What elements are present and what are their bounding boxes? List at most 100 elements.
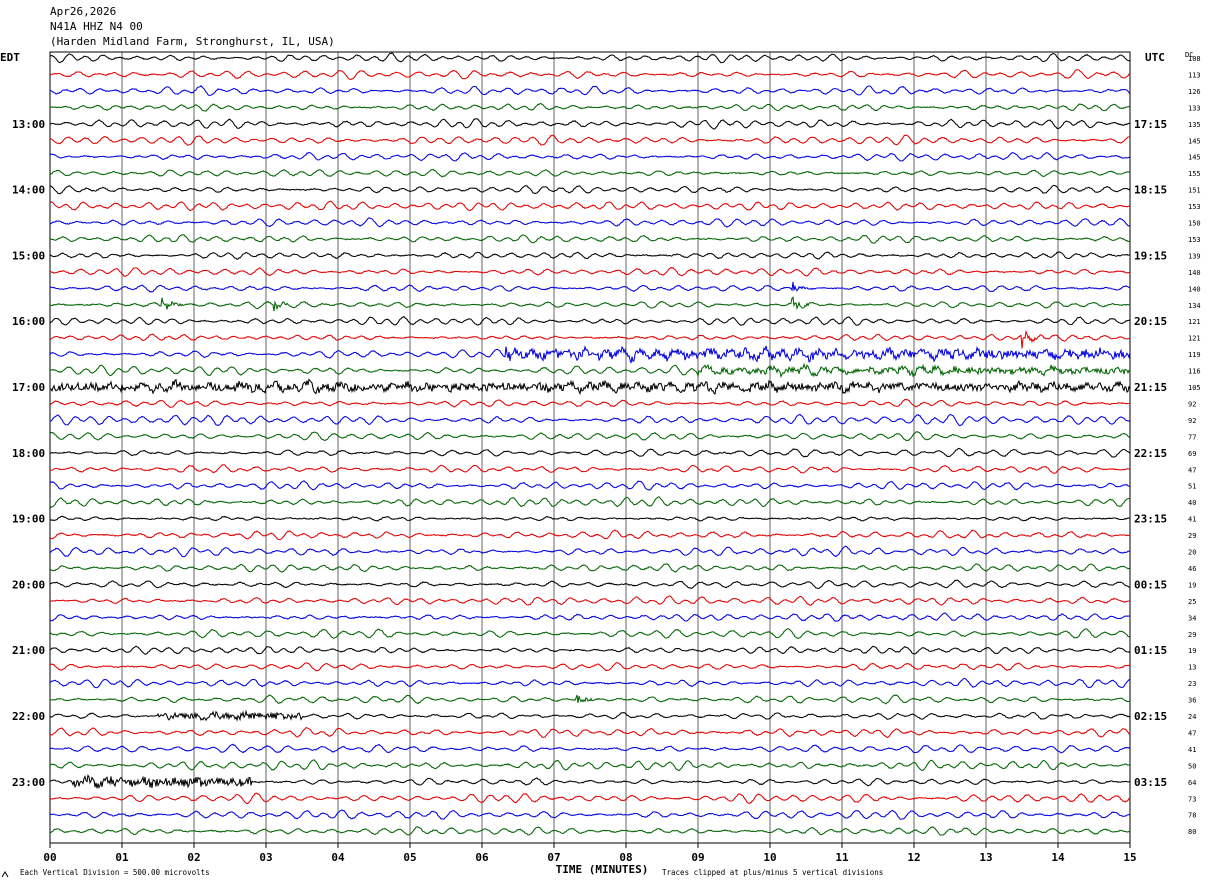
trace-row bbox=[49, 431, 1131, 442]
trace-row bbox=[49, 545, 1131, 558]
trace-row bbox=[49, 645, 1131, 655]
trace-row bbox=[50, 281, 1131, 293]
dc-offset-value: 34 bbox=[1188, 614, 1196, 622]
dc-offset-value: 119 bbox=[1188, 351, 1201, 359]
trace-row bbox=[49, 378, 1131, 396]
scale-note: Each Vertical Division = 500.00 microvol… bbox=[20, 868, 210, 877]
header-station: N41A HHZ N4 00 bbox=[50, 20, 143, 33]
dc-offset-value: 140 bbox=[1188, 285, 1201, 293]
trace-row bbox=[49, 69, 1131, 81]
dc-offset-value: 24 bbox=[1188, 713, 1196, 721]
dc-offset-value: 155 bbox=[1188, 170, 1201, 178]
trace-row bbox=[49, 184, 1131, 195]
trace-row bbox=[49, 345, 1131, 364]
right-hour-label: 20:15 bbox=[1134, 315, 1167, 328]
right-hour-label: 23:15 bbox=[1134, 513, 1167, 526]
dc-offset-value: 105 bbox=[1188, 384, 1201, 392]
dc-offset-value: 116 bbox=[1188, 368, 1201, 376]
dc-offset-value: 150 bbox=[1188, 220, 1201, 228]
dc-offset-value: 145 bbox=[1188, 154, 1201, 162]
left-hour-label: 18:00 bbox=[12, 447, 45, 460]
x-tick-label: 06 bbox=[475, 851, 489, 864]
trace-row bbox=[49, 677, 1131, 689]
left-hour-label: 17:00 bbox=[12, 381, 45, 394]
dc-offset-value: 29 bbox=[1188, 532, 1196, 540]
x-tick-label: 07 bbox=[547, 851, 560, 864]
dc-offset-value: 135 bbox=[1188, 121, 1201, 129]
trace-row bbox=[49, 515, 1131, 522]
left-hour-label: 15:00 bbox=[12, 249, 45, 262]
dc-offset-value: 121 bbox=[1188, 318, 1201, 326]
trace-row bbox=[49, 792, 1131, 805]
dc-offset-value: 126 bbox=[1188, 88, 1201, 96]
trace-row bbox=[49, 579, 1131, 590]
trace-row bbox=[49, 266, 1130, 277]
dc-offset-value: 13 bbox=[1188, 664, 1196, 672]
trace-row bbox=[49, 480, 1131, 491]
trace-row bbox=[49, 296, 1130, 312]
dc-offset-value: 47 bbox=[1188, 466, 1196, 474]
right-hour-label: 02:15 bbox=[1134, 710, 1167, 723]
x-tick-label: 03 bbox=[259, 851, 272, 864]
right-hour-label: 21:15 bbox=[1134, 381, 1167, 394]
trace-row bbox=[49, 85, 1131, 96]
x-tick-label: 09 bbox=[691, 851, 704, 864]
dc-offset-value: 108 bbox=[1188, 55, 1201, 63]
plot-frame bbox=[49, 51, 1131, 844]
right-hour-label: 03:15 bbox=[1134, 776, 1167, 789]
x-tick-label: 13 bbox=[979, 851, 992, 864]
right-hour-label: 17:15 bbox=[1134, 118, 1167, 131]
dc-offset-value: 113 bbox=[1188, 71, 1201, 79]
dc-offset-value: 36 bbox=[1188, 697, 1196, 705]
trace-row bbox=[49, 398, 1130, 408]
x-tick-label: 08 bbox=[619, 851, 632, 864]
left-hour-label: 19:00 bbox=[12, 513, 45, 526]
dc-offset-value: 20 bbox=[1188, 549, 1196, 557]
x-tick-label: 14 bbox=[1051, 851, 1065, 864]
dc-offset-value: 50 bbox=[1188, 762, 1196, 770]
trace-row bbox=[49, 168, 1131, 178]
left-hour-label: 16:00 bbox=[12, 315, 45, 328]
trace-row bbox=[49, 447, 1131, 458]
trace-row bbox=[49, 826, 1131, 836]
x-tick-label: 11 bbox=[835, 851, 849, 864]
x-tick-label: 05 bbox=[403, 851, 416, 864]
x-tick-label: 12 bbox=[907, 851, 920, 864]
dc-offset-value: 29 bbox=[1188, 631, 1196, 639]
seismic-traces bbox=[49, 52, 1131, 836]
dc-offset-value: 64 bbox=[1188, 779, 1196, 787]
trace-row bbox=[49, 662, 1131, 672]
trace-row bbox=[49, 529, 1131, 541]
dc-offset-value: 69 bbox=[1188, 450, 1196, 458]
x-tick-label: 04 bbox=[331, 851, 345, 864]
dc-label: DC bbox=[1185, 51, 1193, 59]
x-tick-label: 15 bbox=[1123, 851, 1136, 864]
trace-row bbox=[49, 234, 1131, 244]
trace-row bbox=[49, 413, 1131, 427]
right-hour-label: 18:15 bbox=[1134, 184, 1167, 197]
left-hour-label: 20:00 bbox=[12, 578, 45, 591]
x-tick-label: 01 bbox=[115, 851, 129, 864]
trace-row bbox=[49, 217, 1131, 228]
trace-row bbox=[49, 496, 1131, 508]
right-hour-label: 19:15 bbox=[1134, 249, 1167, 262]
x-tick-label: 02 bbox=[187, 851, 200, 864]
trace-row bbox=[49, 200, 1131, 212]
trace-row bbox=[49, 52, 1131, 64]
right-hour-label: 22:15 bbox=[1134, 447, 1167, 460]
dc-offset-value: 51 bbox=[1188, 483, 1196, 491]
dc-offset-value: 77 bbox=[1188, 433, 1196, 441]
trace-row bbox=[49, 612, 1131, 622]
dc-offset-value: 23 bbox=[1188, 680, 1196, 688]
dc-offset-value: 121 bbox=[1188, 335, 1201, 343]
trace-row bbox=[49, 743, 1131, 754]
dc-offset-value: 19 bbox=[1188, 647, 1196, 655]
x-axis-label: TIME (MINUTES) bbox=[556, 863, 649, 876]
dc-offset-value: 47 bbox=[1188, 729, 1196, 737]
trace-row bbox=[49, 315, 1131, 326]
trace-row bbox=[50, 464, 1131, 474]
dc-offset-value: 139 bbox=[1188, 252, 1201, 260]
dc-offset-value: 40 bbox=[1188, 499, 1196, 507]
trace-row bbox=[49, 563, 1131, 573]
clip-note: Traces clipped at plus/minus 5 vertical … bbox=[662, 868, 883, 877]
